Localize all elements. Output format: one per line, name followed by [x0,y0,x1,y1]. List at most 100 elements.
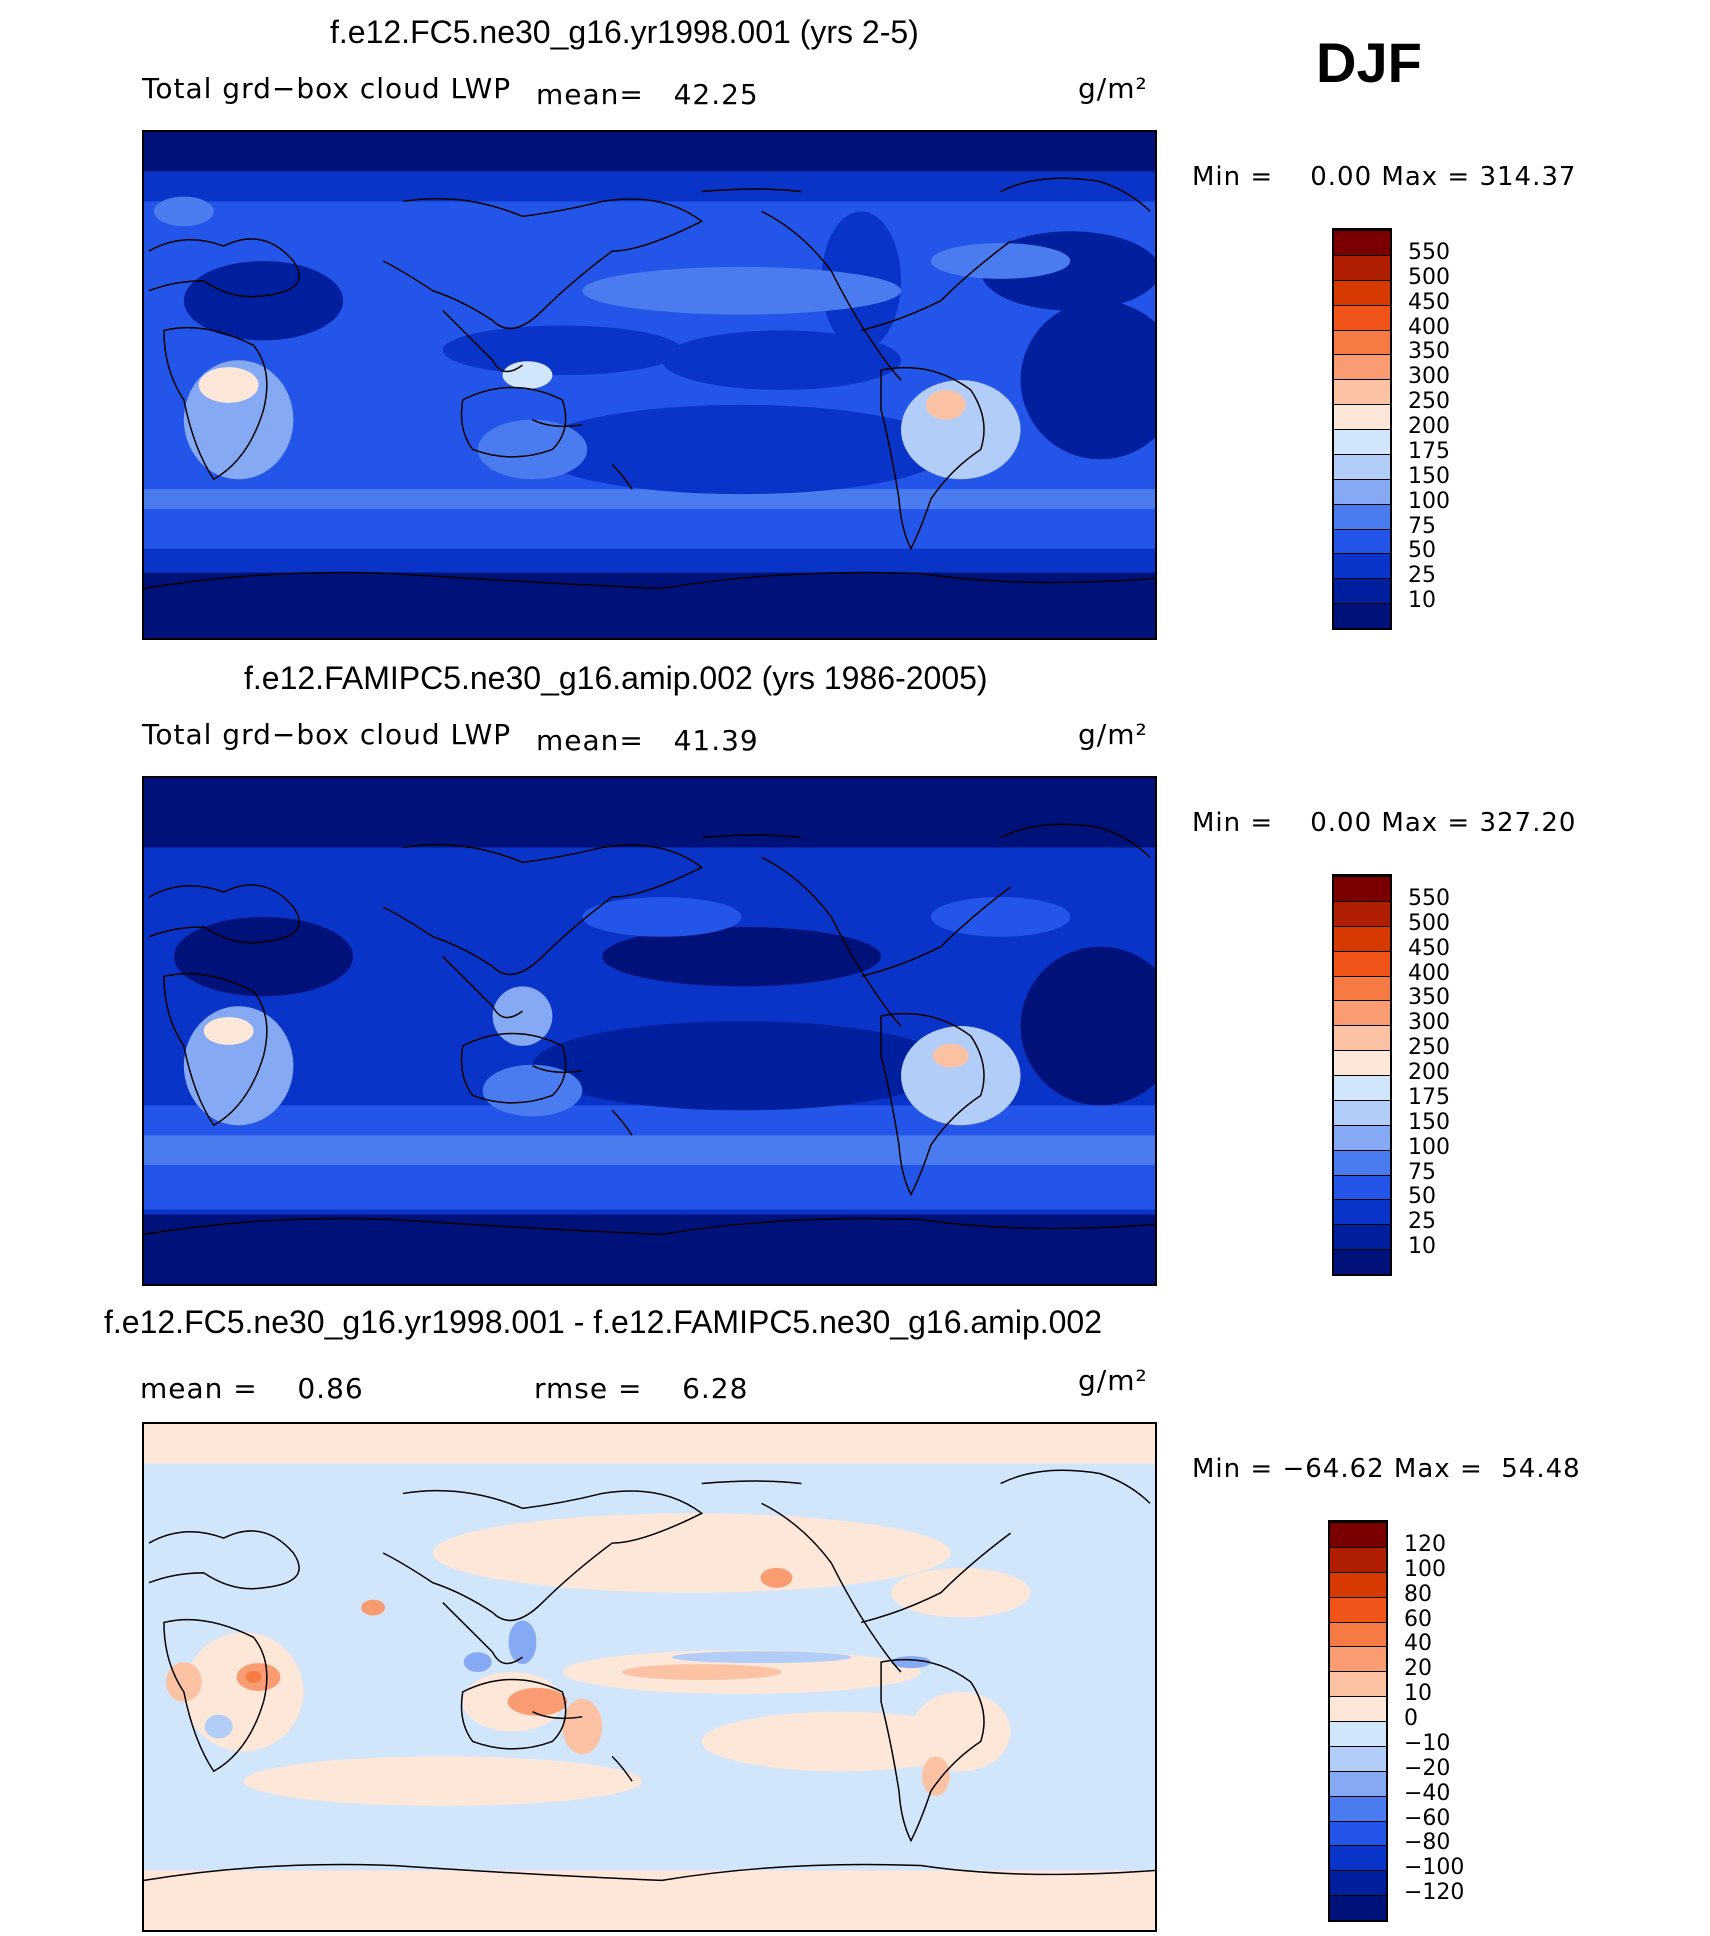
colorbar-swatch [1334,1224,1390,1250]
colorbar-swatch [1334,1025,1390,1051]
colorbar-swatch [1330,1820,1386,1846]
colorbar-tick-label: 50 [1408,538,1436,564]
colorbar-tick-label: −10 [1404,1730,1451,1756]
colorbar-swatch [1330,1671,1386,1697]
colorbar-swatch [1334,1149,1390,1175]
colorbar-tick-label: 80 [1404,1581,1432,1607]
colorbar-swatch [1334,876,1390,901]
panel2-variable: Total grd−box cloud LWP [142,718,512,751]
colorbar-swatch [1330,1795,1386,1821]
panel3-rmse: rmse = 6.28 [534,1372,749,1405]
colorbar-tick-label: 200 [1408,414,1450,439]
colorbar-swatch [1330,1571,1386,1597]
panel1-colorbar [1332,228,1392,630]
colorbar-tick-label: 75 [1408,513,1436,539]
colorbar-tick-label: 60 [1404,1606,1432,1632]
panel1-variable: Total grd−box cloud LWP [142,72,512,105]
colorbar-swatch [1334,578,1390,604]
colorbar-swatch [1334,404,1390,429]
colorbar-swatch [1334,329,1390,355]
colorbar-swatch [1334,279,1390,305]
colorbar-swatch [1334,354,1390,380]
panel1-units: g/m² [1078,72,1148,105]
colorbar-tick-label: 150 [1408,1109,1450,1135]
colorbar-swatch [1334,503,1390,529]
colorbar-tick-label: 450 [1408,935,1450,961]
panel3-minmax: Min = −64.62 Max = 54.48 [1192,1454,1581,1484]
colorbar-tick-label: −100 [1404,1855,1465,1881]
colorbar-swatch [1334,1050,1390,1075]
colorbar-tick-label: 40 [1404,1631,1432,1657]
colorbar-swatch [1330,1845,1386,1871]
panel1-title: f.e12.FC5.ne30_g16.yr1998.001 (yrs 2-5) [330,14,919,50]
colorbar-tick-label: 10 [1404,1681,1432,1707]
colorbar-swatch [1334,950,1390,976]
colorbar-tick-label: 350 [1408,985,1450,1011]
colorbar-tick-label: 250 [1408,1035,1450,1061]
panel1-map [142,130,1157,640]
colorbar-swatch [1334,553,1390,579]
colorbar-swatch [1334,1000,1390,1026]
panel3-title: f.e12.FC5.ne30_g16.yr1998.001 - f.e12.FA… [104,1304,1103,1340]
panel1-minmax: Min = 0.00 Max = 314.37 [1192,162,1577,192]
colorbar-tick-label: 250 [1408,389,1450,415]
colorbar-tick-label: −60 [1404,1805,1451,1831]
colorbar-tick-label: 550 [1408,885,1450,911]
colorbar-swatch [1330,1870,1386,1896]
colorbar-swatch [1334,304,1390,330]
colorbar-swatch [1334,429,1390,454]
colorbar-swatch [1330,1745,1386,1771]
colorbar-swatch [1334,1124,1390,1150]
panel3-colorbar [1328,1520,1388,1922]
colorbar-swatch [1334,254,1390,280]
colorbar-tick-label: 25 [1408,1209,1436,1235]
colorbar-tick-label: 25 [1408,563,1436,589]
colorbar-tick-label: 50 [1408,1184,1436,1210]
colorbar-swatch [1330,1895,1386,1920]
colorbar-tick-label: 100 [1408,1134,1450,1160]
colorbar-tick-label: −120 [1404,1880,1465,1906]
colorbar-tick-label: 350 [1408,339,1450,365]
colorbar-swatch [1334,975,1390,1001]
colorbar-swatch [1330,1522,1386,1547]
colorbar-swatch [1334,1199,1390,1225]
colorbar-swatch [1334,1099,1390,1125]
colorbar-tick-label: 100 [1408,488,1450,514]
colorbar-tick-label: 175 [1408,438,1450,464]
colorbar-swatch [1330,1546,1386,1572]
colorbar-swatch [1334,603,1390,628]
colorbar-tick-label: 200 [1408,1060,1450,1085]
panel2-mean: mean= 41.39 [536,724,759,757]
colorbar-tick-label: 75 [1408,1159,1436,1185]
panel1-colorbar-labels: 550 500 450 400 350 300 250 200 175 150 100 75 50 25 1… [1408,228,1488,630]
colorbar-tick-label: 120 [1404,1531,1446,1557]
panel1-map-graphic [144,132,1155,638]
colorbar-swatch [1334,478,1390,504]
colorbar-swatch [1330,1621,1386,1647]
colorbar-tick-label: 400 [1408,960,1450,986]
colorbar-tick-label: 500 [1408,910,1450,936]
colorbar-tick-label: 0 [1404,1706,1418,1731]
colorbar-tick-label: 400 [1408,314,1450,340]
colorbar-swatch [1334,900,1390,926]
panel3-map-graphic [144,1424,1155,1930]
panel2-map-graphic [144,778,1155,1284]
colorbar-tick-label: 450 [1408,289,1450,315]
colorbar-tick-label: 10 [1408,1234,1436,1260]
panel1-mean: mean= 42.25 [536,78,759,111]
panel2-colorbar-labels: 550 500 450 400 350 300 250 200 175 150 100 75 50 25 1… [1408,874,1488,1276]
panel2-units: g/m² [1078,718,1148,751]
colorbar-tick-label: −20 [1404,1755,1451,1781]
colorbar-tick-label: 550 [1408,239,1450,265]
colorbar-swatch [1330,1770,1386,1796]
panel2-colorbar [1332,874,1392,1276]
colorbar-swatch [1334,230,1390,255]
panel2-title: f.e12.FAMIPC5.ne30_g16.amip.002 (yrs 198… [244,660,988,696]
colorbar-swatch [1330,1646,1386,1672]
colorbar-tick-label: 175 [1408,1084,1450,1110]
panel3-units: g/m² [1078,1364,1148,1397]
colorbar-swatch [1330,1696,1386,1721]
colorbar-swatch [1330,1596,1386,1622]
colorbar-swatch [1334,925,1390,951]
panel3-colorbar-labels: 120 100 80 60 40 20 10 0 −10 −20 −40 −60 −80 −100 −120 [1404,1520,1494,1922]
